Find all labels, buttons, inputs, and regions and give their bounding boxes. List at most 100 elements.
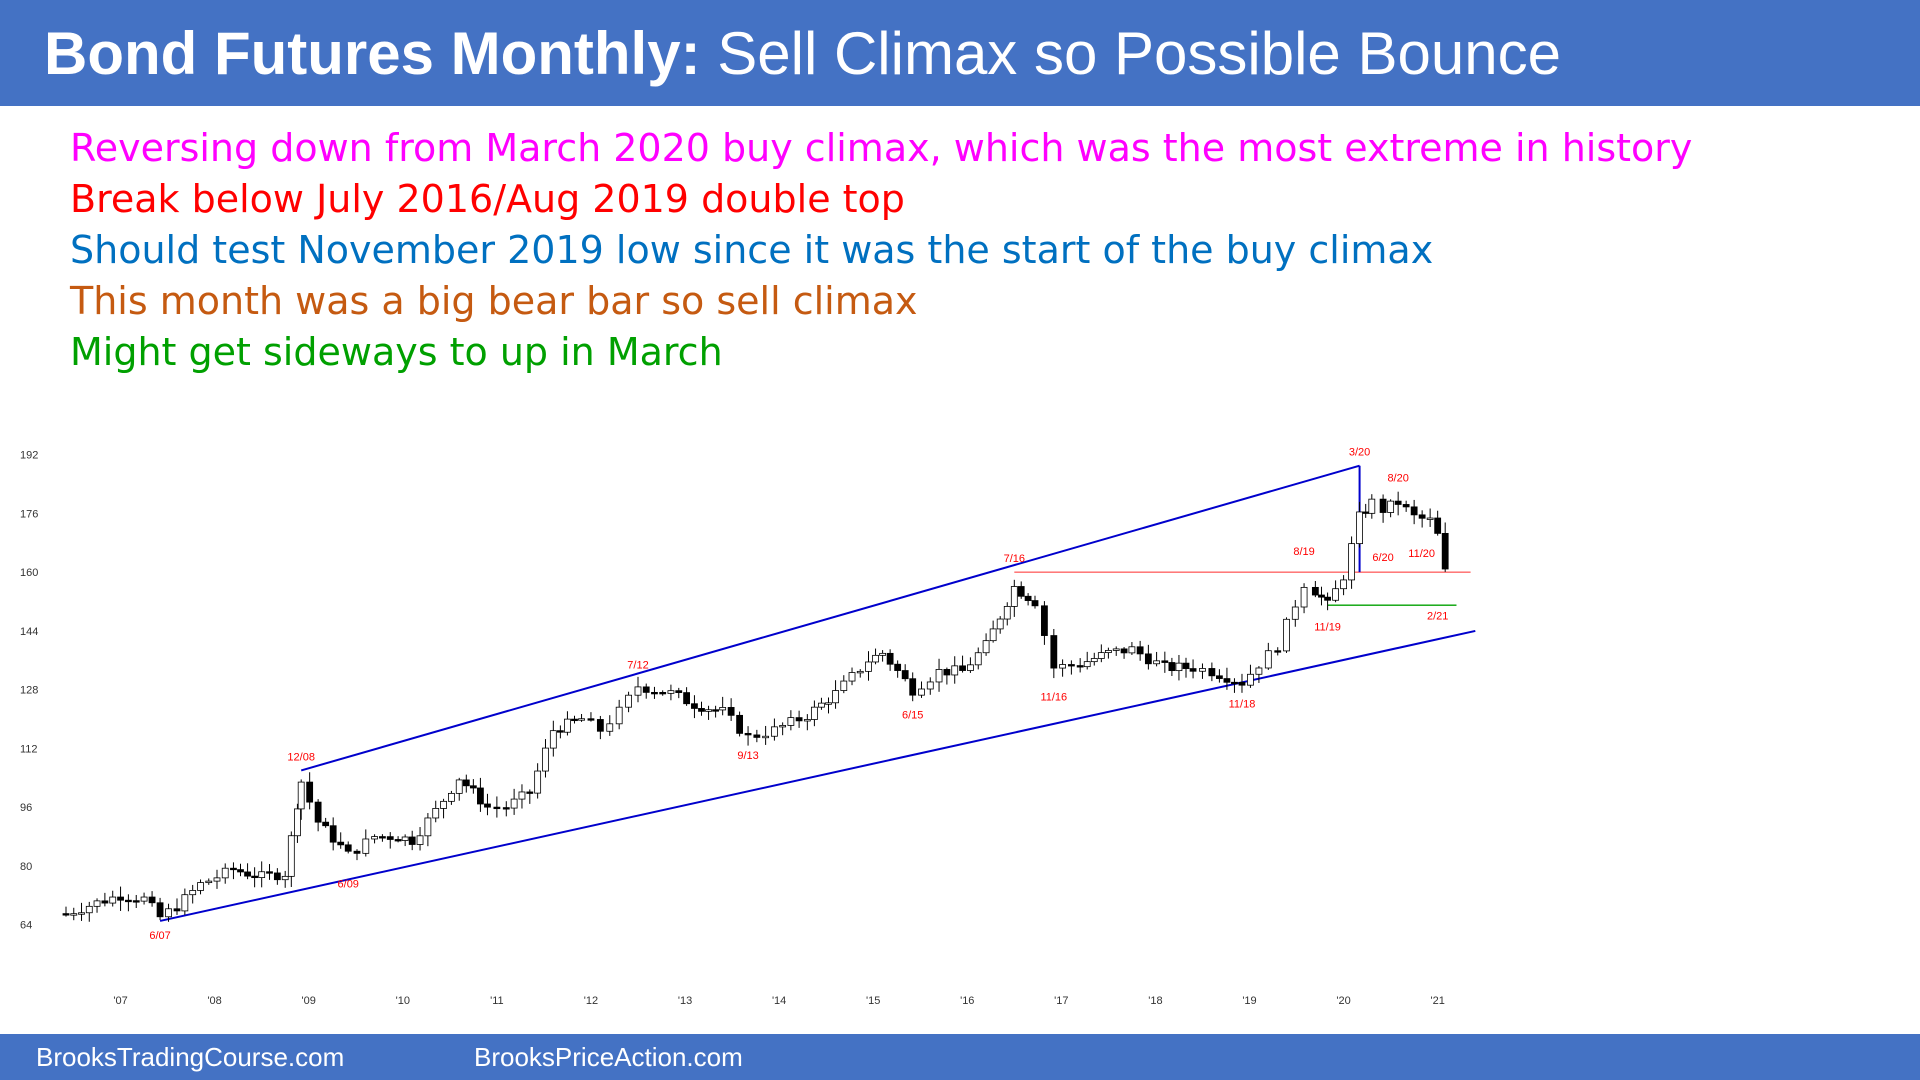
candle-body [712, 709, 720, 712]
candle-body [181, 894, 189, 912]
candle-body [1112, 648, 1120, 651]
candle-body [1216, 675, 1223, 679]
candle-body [484, 803, 491, 808]
candle-body [901, 670, 909, 680]
candle-body [1076, 665, 1084, 668]
candle-body [879, 652, 886, 656]
x-tick-label: '10 [396, 995, 410, 1007]
date-annotation: 7/16 [1004, 553, 1025, 565]
x-tick-label: '16 [960, 995, 974, 1007]
date-annotation: 3/20 [1349, 447, 1370, 459]
title-bar: Bond Futures Monthly: Sell Climax so Pos… [0, 0, 1920, 106]
candle-body [818, 702, 825, 708]
candle-body [337, 841, 345, 846]
date-annotation: 2/21 [1427, 611, 1448, 623]
date-annotation: 7/12 [627, 660, 648, 672]
candle-body [982, 640, 990, 654]
x-tick-label: '14 [772, 995, 786, 1007]
bullet-4: This month was a big bear bar so sell cl… [70, 279, 918, 323]
candle-body [753, 734, 761, 738]
candle-body [93, 900, 101, 907]
candle-body [85, 905, 93, 914]
candle-body [1024, 595, 1032, 601]
candle-body [571, 718, 578, 722]
candle-body [1120, 648, 1128, 654]
x-tick-label: '11 [490, 995, 504, 1007]
candle-body [705, 709, 712, 712]
date-annotation: 11/19 [1314, 622, 1341, 634]
date-annotation: 9/13 [737, 750, 758, 762]
candle-body [659, 692, 667, 695]
candle-body [1223, 678, 1231, 683]
candle-body [825, 702, 832, 705]
bullet-1: Reversing down from March 2020 buy clima… [70, 126, 1693, 170]
candle-body [727, 707, 735, 716]
date-annotation: 8/19 [1293, 546, 1314, 558]
candle-body [165, 908, 172, 918]
x-tick-label: '17 [1054, 995, 1068, 1007]
candle-body [322, 821, 330, 827]
candle-body [974, 652, 982, 666]
candle-body [221, 867, 229, 879]
candle-body [1031, 600, 1039, 607]
date-annotation: 6/07 [149, 930, 170, 942]
candle-body [1208, 668, 1216, 677]
candle-body [401, 836, 409, 841]
candle-body [117, 896, 124, 901]
candle-body [832, 690, 839, 704]
y-tick-label: 176 [20, 508, 38, 520]
bond-futures-chart: 192 176 160 144 128 112 96 80 64 '07 '08 '09 '10 '11 '… [20, 447, 1476, 1007]
candle-body [1418, 514, 1426, 519]
candle-body [698, 708, 705, 712]
candle-body [1090, 658, 1098, 663]
x-tick-label: '15 [866, 995, 880, 1007]
candle-body [1332, 588, 1339, 601]
candle-body [926, 681, 934, 690]
candle-body [1144, 653, 1152, 665]
bullet-2: Break below July 2016/Aug 2019 double to… [70, 177, 905, 221]
candle-body [1283, 618, 1290, 652]
footer-link-right[interactable]: BrooksPriceAction.com [474, 1042, 743, 1072]
footer-link-left[interactable]: BrooksTradingCourse.com [36, 1042, 345, 1072]
candle-body [432, 808, 440, 819]
candle-body [1255, 667, 1263, 675]
candle-body [124, 899, 132, 903]
candle-body [1003, 606, 1011, 620]
candle-body [744, 732, 752, 736]
candle-body [416, 835, 424, 845]
candle-body [675, 690, 683, 693]
candle-body [989, 628, 997, 642]
candle-body [872, 654, 879, 663]
date-annotation: 11/18 [1229, 699, 1256, 711]
candle-body [1387, 500, 1395, 513]
candle-body [625, 694, 632, 708]
date-annotation: 6/20 [1372, 552, 1393, 564]
candle-body [213, 877, 221, 882]
candle-body [1324, 596, 1331, 601]
y-tick-label: 112 [20, 743, 38, 755]
candle-body [691, 703, 698, 709]
candle-body [803, 719, 811, 722]
x-tick-label: '09 [302, 995, 316, 1007]
candle-body [362, 838, 370, 854]
candle-body [1362, 511, 1370, 514]
candle-body [1264, 650, 1272, 669]
candle-body [959, 665, 966, 671]
candle-body [344, 844, 352, 852]
candle-body [477, 787, 484, 805]
candle-body [230, 867, 237, 871]
candle-body [779, 725, 787, 728]
candle-body [943, 669, 951, 676]
candle-body [329, 825, 337, 843]
candle-body [1059, 664, 1067, 669]
candle-body [1097, 652, 1105, 659]
candle-body [578, 718, 585, 721]
x-tick-label: '12 [584, 995, 598, 1007]
candle-body [810, 706, 818, 720]
candle-body [1010, 586, 1018, 607]
candle-body [469, 785, 477, 789]
candle-body [1291, 606, 1299, 620]
candle-body [273, 872, 281, 881]
candle-body [615, 706, 623, 725]
candle-body [205, 880, 213, 884]
